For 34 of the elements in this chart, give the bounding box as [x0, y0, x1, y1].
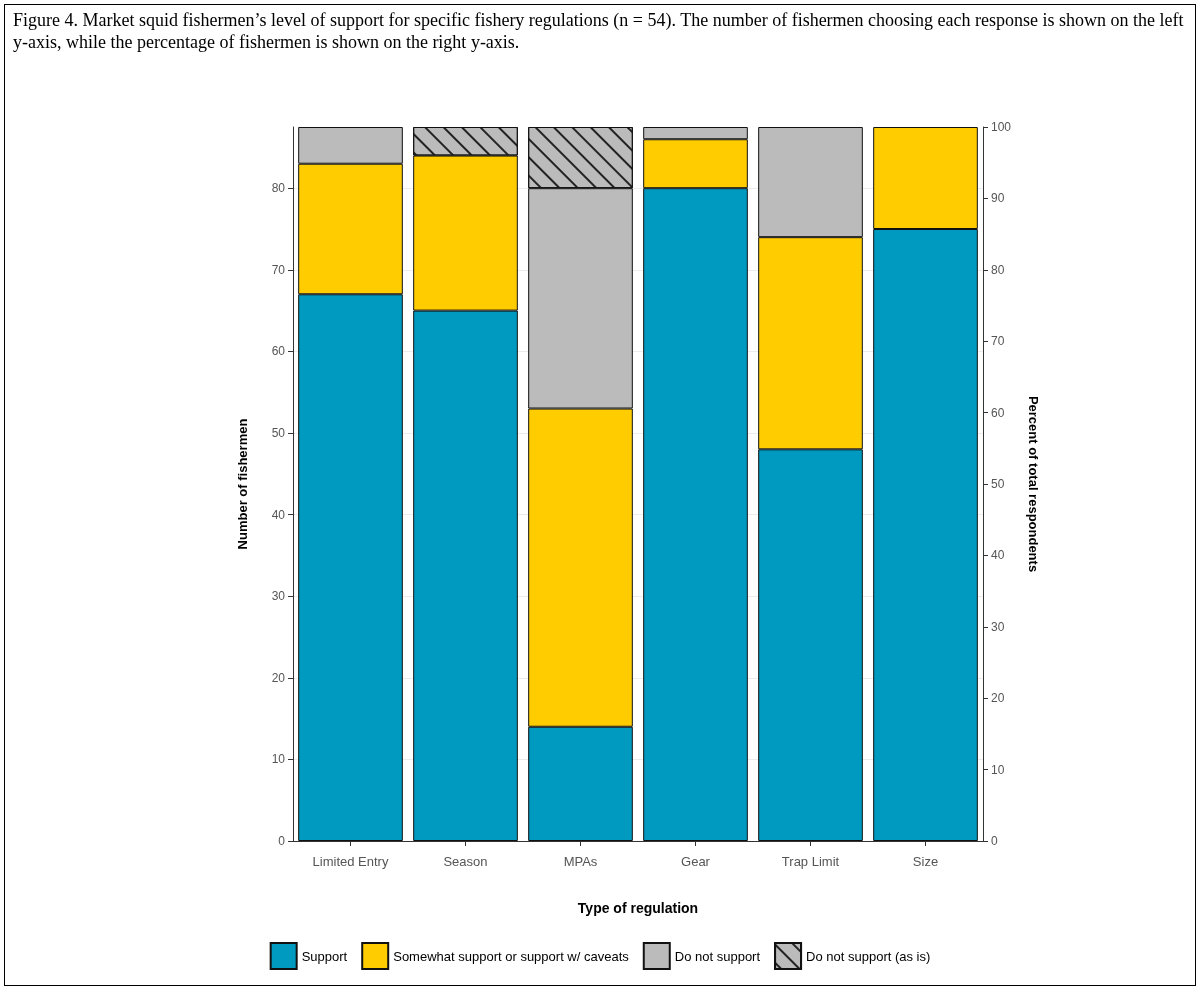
y-tick-label: 30	[271, 589, 286, 604]
y2-tick-label: 50	[991, 477, 1005, 491]
y-tick-label: 80	[271, 181, 286, 196]
legend-label: Do not support	[674, 948, 761, 964]
y2-tick-label: 70	[991, 334, 1005, 349]
y-tick-label: 20	[271, 670, 286, 685]
y2-axis-title: Percent of total respondents	[1026, 395, 1041, 573]
x-tick-label: Trap Limit	[781, 854, 840, 869]
legend-label: Do not support (as is)	[806, 948, 931, 964]
y2-tick-label: 60	[991, 405, 1005, 420]
y-tick-label: 0	[278, 834, 286, 848]
x-tick-label: MPAs	[563, 854, 598, 869]
x-tick-label: Limited Entry	[312, 854, 389, 869]
y2-tick-label: 100	[991, 120, 1012, 134]
y-tick-label: 60	[271, 344, 286, 359]
y-tick-label: 50	[271, 426, 286, 440]
y-axis-title: Number of fishermen	[235, 418, 250, 550]
y2-tick-label: 10	[991, 762, 1005, 777]
chart-title: Figure 4. Market squid fishermen’s level of support for specific fishery regulations (n = 54). The number of fishermen choosing each response is shown on the left y-axis, while the percentage of fishermen is shown on the right y-axis.	[12, 9, 1185, 54]
y2-tick-label: 40	[991, 548, 1005, 563]
legend-label: Somewhat support or support w/ caveats	[393, 948, 630, 964]
x-axis-title: Type of regulation	[577, 900, 699, 916]
y2-tick-label: 80	[991, 262, 1005, 277]
y-tick-label: 40	[271, 507, 286, 522]
y-tick-label: 70	[271, 262, 286, 277]
y-tick-label: 10	[271, 752, 286, 767]
y2-tick-label: 20	[991, 691, 1005, 706]
x-tick-label: Size	[912, 854, 939, 869]
x-tick-label: Gear	[681, 854, 711, 869]
y2-tick-label: 30	[991, 619, 1005, 634]
y2-tick-label: 90	[991, 191, 1005, 206]
x-tick-label: Season	[443, 854, 488, 869]
y2-tick-label: 0	[991, 834, 998, 848]
legend-label: Support	[301, 948, 348, 964]
